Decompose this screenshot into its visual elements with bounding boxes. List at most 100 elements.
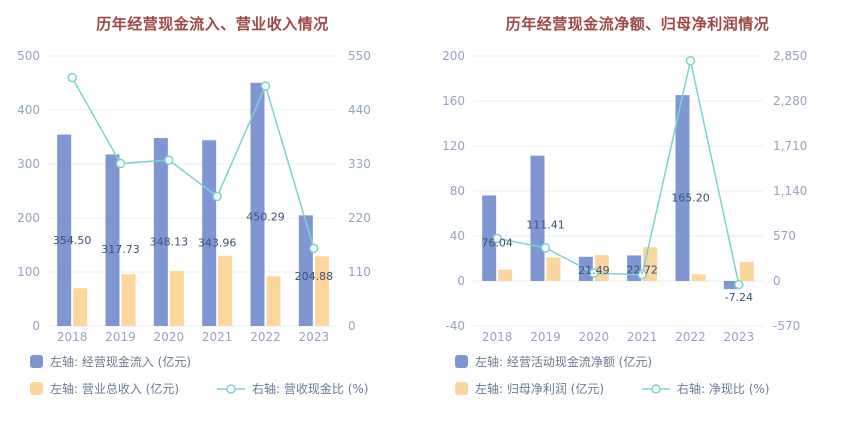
line-marker <box>115 158 126 169</box>
bar-total-operating-revenue <box>218 255 233 326</box>
bar-net-operating-cash-flow <box>675 95 690 282</box>
y-axis-tick-right: 2,280 <box>773 94 807 108</box>
bar-operating-cash-inflow <box>57 134 72 326</box>
bar-net-profit-attributable <box>739 261 754 281</box>
line-marker <box>589 268 599 278</box>
legend-item-revenue-cash-ratio[interactable]: 右轴: 营收现金比 (%) <box>217 380 369 397</box>
y-axis-tick-right: 110 <box>348 265 371 279</box>
bar-total-operating-revenue <box>121 274 136 326</box>
x-axis-label: 2018 <box>57 330 88 344</box>
y-axis-tick-left: 40 <box>450 229 465 243</box>
legend-swatch-orange <box>455 382 468 395</box>
net-cashflow-profit-chart: -40 0 40 80 120 160 200 -570 0 570 1,140 1,710 2,280… <box>442 49 807 344</box>
y-axis-tick-left: 200 <box>17 211 40 225</box>
legend-item-cash-inflow[interactable]: 左轴: 经营现金流入 (亿元) <box>30 353 191 370</box>
legend-label: 右轴: 营收现金比 (%) <box>252 382 369 396</box>
legend-swatch-blue <box>30 355 43 368</box>
trend-line-revenue-cash-ratio <box>71 77 315 249</box>
x-axis-label: 2018 <box>482 330 513 344</box>
legend-row: 左轴: 营业总收入 (亿元) 右轴: 营收现金比 (%) <box>30 375 425 402</box>
x-axis-label: 2019 <box>530 330 561 344</box>
y-axis-tick-right: 0 <box>773 274 781 288</box>
cash-inflow-revenue-chart: 0 100 200 300 400 500 0 110 220 330 440 550 354.50 31… <box>17 49 371 344</box>
legend-row: 左轴: 经营活动现金流净额 (亿元) <box>455 348 850 375</box>
legend-item-total-revenue[interactable]: 左轴: 营业总收入 (亿元) <box>30 380 179 397</box>
legend: 左轴: 经营现金流入 (亿元) 左轴: 营业总收入 (亿元) 右轴: 营收现金比… <box>0 348 425 402</box>
y-axis-tick-left: -40 <box>445 319 465 333</box>
legend-row: 左轴: 归母净利润 (亿元) 右轴: 净现比 (%) <box>455 375 850 402</box>
y-axis-tick-right: 550 <box>348 49 371 63</box>
bar-value-label: 317.73 <box>101 243 140 256</box>
y-axis-tick-right: 440 <box>348 103 371 117</box>
legend-swatch-blue <box>455 355 468 368</box>
bar-value-label: 450.29 <box>246 211 285 224</box>
line-marker <box>260 81 271 91</box>
line-marker <box>67 72 77 83</box>
y-axis-tick-left: 120 <box>442 139 465 153</box>
bar-value-label: 22.72 <box>626 263 658 276</box>
x-axis-label: 2023 <box>724 330 755 344</box>
trend-line-net-cash-ratio <box>497 60 740 285</box>
y-axis-tick-right: 330 <box>348 157 371 171</box>
bar-value-label: 343.96 <box>198 236 237 249</box>
legend-line-marker-icon <box>642 383 671 394</box>
bar-operating-cash-inflow <box>153 138 168 326</box>
legend: 左轴: 经营活动现金流净额 (亿元) 左轴: 归母净利润 (亿元) 右轴: 净现… <box>425 348 850 402</box>
y-axis-tick-right: 1,710 <box>773 139 807 153</box>
y-axis-tick-right: 220 <box>348 211 371 225</box>
bar-net-operating-cash-flow <box>723 281 738 290</box>
bar-value-label: 111.41 <box>526 219 565 232</box>
bar-operating-cash-inflow <box>202 140 217 326</box>
y-axis-tick-left: 80 <box>450 184 465 198</box>
line-marker <box>540 243 551 253</box>
x-axis-label: 2022 <box>675 330 706 344</box>
chart-title: 历年经营现金流入、营业收入情况 <box>96 15 329 33</box>
line-marker <box>309 243 319 254</box>
y-axis-tick-right: 570 <box>773 229 796 243</box>
y-axis-tick-left: 300 <box>17 157 40 171</box>
legend-item-net-cash-ratio[interactable]: 右轴: 净现比 (%) <box>642 380 770 397</box>
x-axis-label: 2021 <box>627 330 658 344</box>
bar-net-profit-attributable <box>498 269 513 281</box>
bar-total-operating-revenue <box>169 270 184 326</box>
legend-line-marker-icon <box>217 383 246 394</box>
x-axis-label: 2022 <box>250 330 281 344</box>
chart-panel-net-cashflow-profit: 历年经营现金流净额、归母净利润情况 -40 0 40 80 120 160 200 -570 0… <box>425 0 850 437</box>
y-axis-tick-left: 500 <box>17 49 40 63</box>
bar-value-label: 165.20 <box>671 191 710 204</box>
legend-label: 右轴: 净现比 (%) <box>677 382 770 396</box>
bar-net-operating-cash-flow <box>530 155 545 281</box>
bar-value-label: 348.13 <box>150 235 189 248</box>
legend-item-net-profit[interactable]: 左轴: 归母净利润 (亿元) <box>455 380 604 397</box>
x-axis-label: 2020 <box>154 330 185 344</box>
bar-total-operating-revenue <box>314 256 329 326</box>
y-axis-tick-left: 0 <box>457 274 465 288</box>
bar-value-label: 354.50 <box>53 234 92 247</box>
y-axis-tick-right: 2,850 <box>773 49 807 63</box>
y-axis-tick-left: 0 <box>32 319 40 333</box>
y-axis-tick-left: 160 <box>442 94 465 108</box>
legend-row: 左轴: 经营现金流入 (亿元) <box>30 348 425 375</box>
legend-item-net-cash-flow[interactable]: 左轴: 经营活动现金流净额 (亿元) <box>455 353 652 370</box>
bar-value-label: 204.88 <box>295 270 334 283</box>
bar-net-profit-attributable <box>691 274 706 281</box>
y-axis-tick-left: 100 <box>17 265 40 279</box>
x-axis-label: 2019 <box>105 330 136 344</box>
y-axis-tick-right: -570 <box>773 319 800 333</box>
x-axis-label: 2020 <box>579 330 610 344</box>
line-marker <box>734 279 744 290</box>
bar-total-operating-revenue <box>266 276 281 326</box>
legend-swatch-orange <box>30 382 43 395</box>
legend-label: 左轴: 营业总收入 (亿元) <box>50 382 180 396</box>
y-axis-tick-right: 1,140 <box>773 184 807 198</box>
legend-label: 左轴: 经营活动现金流净额 (亿元) <box>475 355 653 369</box>
bar-net-profit-attributable <box>546 257 561 281</box>
line-marker <box>492 233 502 244</box>
bar-value-label: -7.24 <box>725 291 753 304</box>
line-marker <box>637 269 647 280</box>
bar-operating-cash-inflow <box>298 215 313 326</box>
x-axis-label: 2021 <box>202 330 233 344</box>
legend-label: 左轴: 归母净利润 (亿元) <box>475 382 605 396</box>
bar-value-label: 21.49 <box>578 264 610 277</box>
